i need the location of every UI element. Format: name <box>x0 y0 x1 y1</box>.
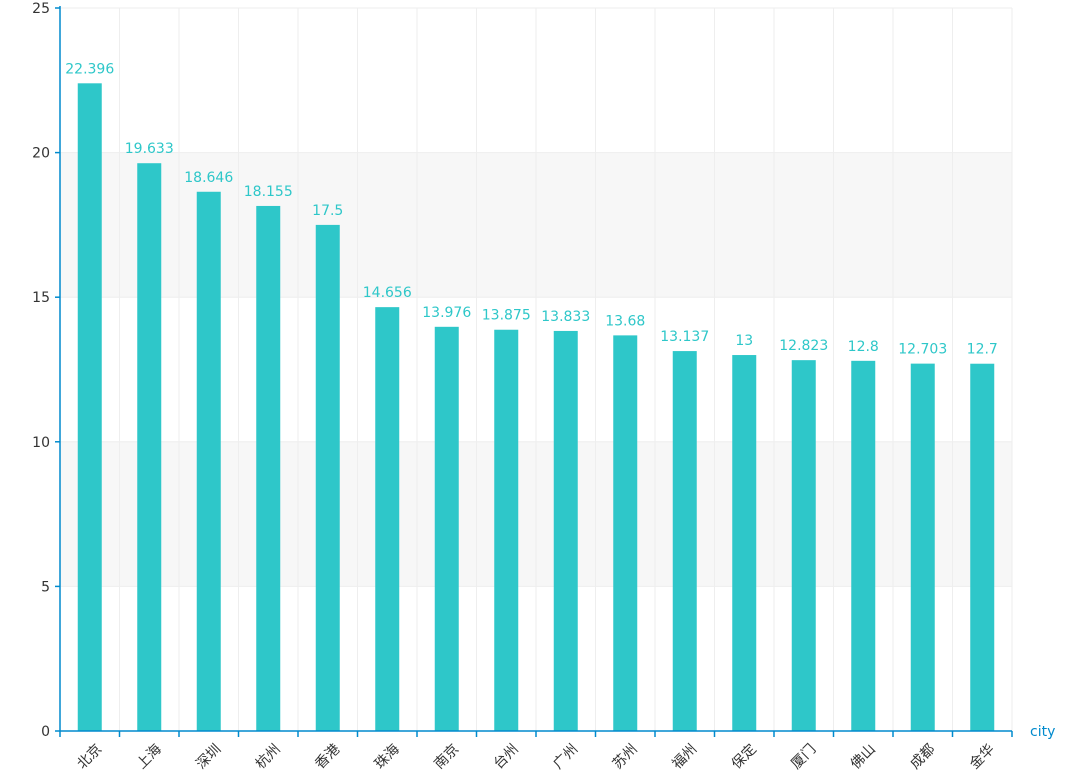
x-tick-label: 广州 <box>550 741 581 772</box>
x-tick-label: 香港 <box>312 741 343 772</box>
x-tick-label: 金华 <box>967 741 998 772</box>
data-label: 13.137 <box>660 329 709 345</box>
y-tick-label: 20 <box>32 146 50 162</box>
data-label: 18.646 <box>184 170 233 186</box>
x-tick-label: 台州 <box>491 741 522 772</box>
x-tick-label: 福州 <box>669 741 700 772</box>
bar[interactable] <box>375 307 400 731</box>
data-label: 14.656 <box>363 285 412 301</box>
x-axis-title: city <box>1030 724 1055 740</box>
data-label: 13 <box>735 333 753 349</box>
bar[interactable] <box>137 163 162 732</box>
value-labels: 22.396 19.633 18.646 18.155 17.5 14.656 13.976… <box>65 61 998 357</box>
x-tick-label: 成都 <box>907 741 938 772</box>
data-label: 17.5 <box>312 203 343 219</box>
data-label: 12.7 <box>967 342 998 358</box>
x-tick-label: 保定 <box>729 741 760 772</box>
bar[interactable] <box>613 335 638 731</box>
x-tick-label: 杭州 <box>253 741 284 772</box>
bar[interactable] <box>315 224 340 731</box>
bars <box>77 83 995 732</box>
bar[interactable] <box>256 205 281 731</box>
data-label: 18.155 <box>244 184 293 200</box>
data-label: 12.823 <box>779 338 828 354</box>
x-tick-label: 佛山 <box>848 741 879 772</box>
x-tick-label: 南京 <box>431 741 462 772</box>
x-axis-ticks: 北京 上海 深圳 杭州 香港 珠海 南京 台州 广州 苏州 福州 保定 厦门 佛山 成都 金华 <box>59 731 1013 772</box>
y-tick-label: 10 <box>32 435 50 451</box>
data-label: 13.833 <box>541 309 590 325</box>
bar[interactable] <box>553 330 578 731</box>
x-tick-label: 深圳 <box>193 741 224 772</box>
bar[interactable] <box>672 351 697 731</box>
bar[interactable] <box>910 363 935 731</box>
y-tick-label: 0 <box>41 724 50 740</box>
bar[interactable] <box>791 360 816 731</box>
y-tick-label: 15 <box>32 290 50 306</box>
data-label: 19.633 <box>125 141 174 157</box>
bar[interactable] <box>732 355 757 731</box>
y-tick-label: 5 <box>41 579 50 595</box>
bar[interactable] <box>494 329 519 731</box>
x-tick-label: 厦门 <box>788 741 819 772</box>
data-label: 13.976 <box>422 305 471 321</box>
data-label: 13.68 <box>605 313 645 329</box>
grid-lines <box>60 7 1013 732</box>
y-axis-ticks: 0 5 10 15 20 25 <box>32 1 60 740</box>
data-label: 22.396 <box>65 61 114 77</box>
bar[interactable] <box>434 326 459 731</box>
x-tick-label: 珠海 <box>372 741 403 772</box>
x-tick-label: 苏州 <box>610 741 641 772</box>
data-label: 12.703 <box>898 342 947 358</box>
y-tick-label: 25 <box>32 1 50 17</box>
x-tick-label: 上海 <box>134 741 165 772</box>
bar[interactable] <box>970 363 995 731</box>
bar[interactable] <box>196 191 221 731</box>
bar[interactable] <box>851 360 876 731</box>
data-label: 12.8 <box>848 339 879 355</box>
data-label: 13.875 <box>482 308 531 324</box>
bar[interactable] <box>77 83 102 731</box>
x-tick-label: 北京 <box>74 741 105 772</box>
